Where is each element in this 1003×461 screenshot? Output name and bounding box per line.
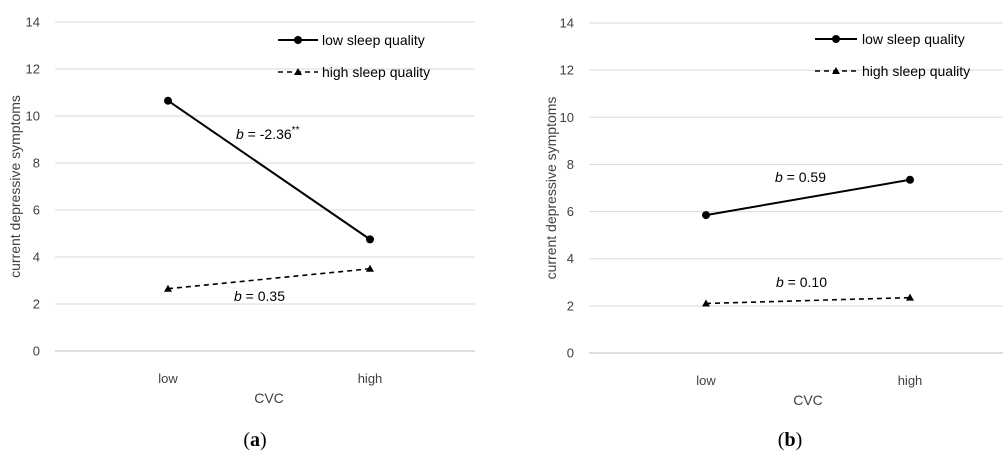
legend-label: high sleep quality	[862, 63, 970, 79]
legend-marker	[294, 68, 302, 75]
annotation-significance: **	[292, 125, 300, 136]
data-point	[906, 293, 914, 301]
legend-label: low sleep quality	[322, 32, 425, 48]
x-tick-label: high	[898, 373, 923, 388]
y-tick-label: 6	[567, 204, 574, 219]
data-point	[366, 264, 374, 272]
y-tick-label: 14	[26, 15, 40, 30]
annotation-b-symbol: b	[236, 126, 244, 142]
series-line-low-sleep-quality	[167, 99, 371, 241]
data-point	[702, 299, 710, 307]
y-tick-label: 6	[33, 203, 40, 218]
data-point	[906, 175, 914, 184]
legend-marker	[832, 67, 840, 74]
chart-panel-a: 0 2 4 6 8 10 12 14 low high CVC current depressive …	[7, 15, 475, 451]
data-point	[366, 235, 374, 244]
x-tick-label: low	[158, 371, 178, 386]
legend-marker	[832, 35, 840, 43]
legend-label: high sleep quality	[322, 64, 430, 80]
annotation-b-symbol: b	[776, 274, 784, 290]
legend-label: low sleep quality	[862, 31, 965, 47]
y-tick-label: 10	[26, 109, 40, 124]
y-tick-label: 10	[560, 110, 574, 125]
data-point	[164, 284, 172, 292]
annotation-b-symbol: b	[775, 169, 783, 185]
y-tick-label: 12	[26, 62, 40, 77]
slope-annotation: b = 0.10	[776, 274, 827, 290]
annotation-value: = 0.35	[242, 288, 285, 304]
x-axis-title: CVC	[254, 390, 284, 406]
data-point	[702, 211, 710, 220]
y-tick-label: 2	[567, 298, 574, 313]
y-tick-label: 4	[567, 251, 574, 266]
x-tick-label: low	[696, 373, 716, 388]
slope-annotation: b = 0.59	[775, 169, 826, 185]
series-line-high-sleep-quality	[167, 267, 371, 290]
y-tick-label: 14	[560, 16, 574, 31]
slope-annotation: b = -2.36**	[236, 125, 300, 142]
annotation-b-symbol: b	[234, 288, 242, 304]
annotation-value: = -2.36	[244, 126, 292, 142]
x-axis-title: CVC	[793, 392, 823, 408]
y-tick-label: 12	[560, 63, 574, 78]
y-tick-label: 8	[33, 156, 40, 171]
y-tick-label: 2	[33, 297, 40, 312]
data-point	[164, 96, 172, 105]
y-tick-label: 4	[33, 250, 40, 265]
y-axis-title: current depressive symptoms	[7, 95, 23, 278]
series-line-low-sleep-quality	[705, 178, 911, 217]
series-line-high-sleep-quality	[705, 296, 911, 305]
y-axis-title: current depressive symptoms	[543, 97, 559, 280]
chart-panel-b: 0 2 4 6 8 10 12 14 low high CVC current depressive …	[543, 16, 1003, 451]
panel-label: (b)	[778, 429, 802, 451]
annotation-value: = 0.10	[784, 274, 827, 290]
y-tick-label: 0	[33, 344, 40, 359]
legend-marker	[294, 36, 302, 44]
y-tick-label: 8	[567, 157, 574, 172]
annotation-value: = 0.59	[783, 169, 826, 185]
panel-label: (a)	[243, 429, 266, 451]
y-tick-label: 0	[567, 346, 574, 361]
slope-annotation: b = 0.35	[234, 288, 285, 304]
x-tick-label: high	[358, 371, 383, 386]
